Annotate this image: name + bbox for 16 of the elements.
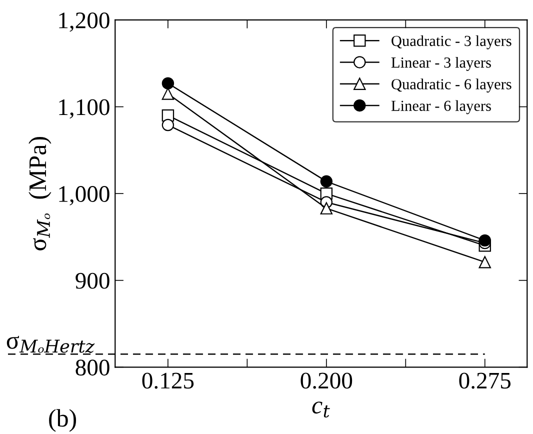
y-tick-label: 1,200	[59, 12, 110, 32]
ref-line-label: σ$_{MₒHertz}$	[6, 336, 95, 353]
y-axis-title: σ$_{Mₒ}$ (MPa)	[28, 137, 52, 250]
y-tick-label: 1,100	[59, 99, 110, 119]
x-tick-label: 0.200	[300, 372, 352, 389]
y-tick-label: 800	[76, 360, 110, 376]
x-tick-label: 0.125	[142, 372, 194, 389]
text: (b)	[49, 409, 76, 432]
legend-label: Linear - 6 layers	[391, 100, 491, 114]
x-tick-label: 0.275	[459, 372, 511, 389]
y-tick-label: 900	[76, 272, 110, 289]
legend-label: Linear - 3 layers	[391, 56, 491, 71]
y-tick-label: 1,000	[59, 186, 110, 206]
x-axis-title: c$_{t}$	[312, 402, 330, 418]
legend-label: Quadratic - 6 layers	[392, 78, 512, 92]
legend-label: Quadratic - 3 layers	[392, 35, 512, 50]
